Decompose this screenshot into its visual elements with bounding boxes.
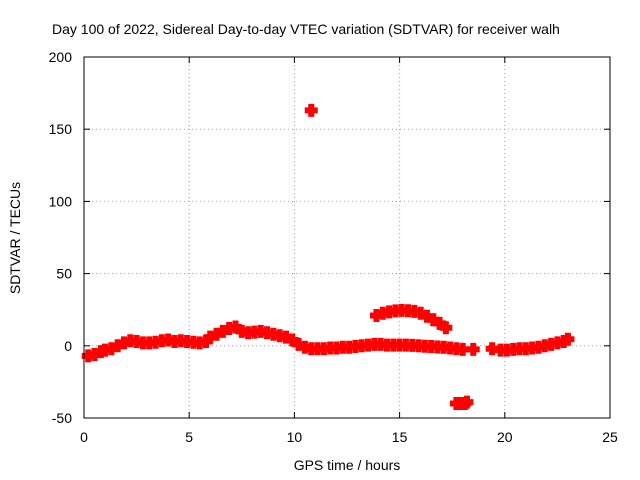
x-tick-label: 10 [287, 429, 303, 445]
y-tick-label: 100 [49, 193, 73, 209]
x-tick-label: 0 [80, 429, 88, 445]
data-point [561, 332, 575, 346]
x-axis-label: GPS time / hours [294, 457, 401, 473]
y-tick-label: 200 [49, 49, 73, 65]
y-tick-label: -50 [52, 410, 72, 426]
data-point [466, 342, 480, 356]
plot-frame [83, 56, 611, 419]
y-tick-label: 50 [56, 266, 72, 282]
data-point [456, 342, 470, 356]
axis-ticks: 0 5 10 15 20 25 -50 0 50 100 150 200 [49, 49, 618, 445]
data-points [81, 103, 575, 411]
x-tick-label: 20 [497, 429, 513, 445]
x-tick-label: 25 [602, 429, 618, 445]
series-outlier [304, 103, 318, 117]
y-tick-label: 0 [64, 338, 72, 354]
gridlines [84, 57, 610, 418]
data-point [304, 103, 318, 117]
series-arc-segment [369, 303, 453, 335]
data-point [460, 395, 474, 409]
series-main-trace [81, 320, 575, 363]
x-tick-label: 15 [392, 429, 408, 445]
x-tick-label: 5 [185, 429, 193, 445]
series-low-segment [449, 395, 474, 411]
y-tick-label: 150 [49, 121, 73, 137]
chart-title: Day 100 of 2022, Sidereal Day-to-day VTE… [52, 21, 560, 37]
y-axis-label: SDTVAR / TECUs [7, 182, 23, 294]
data-point [439, 321, 453, 335]
